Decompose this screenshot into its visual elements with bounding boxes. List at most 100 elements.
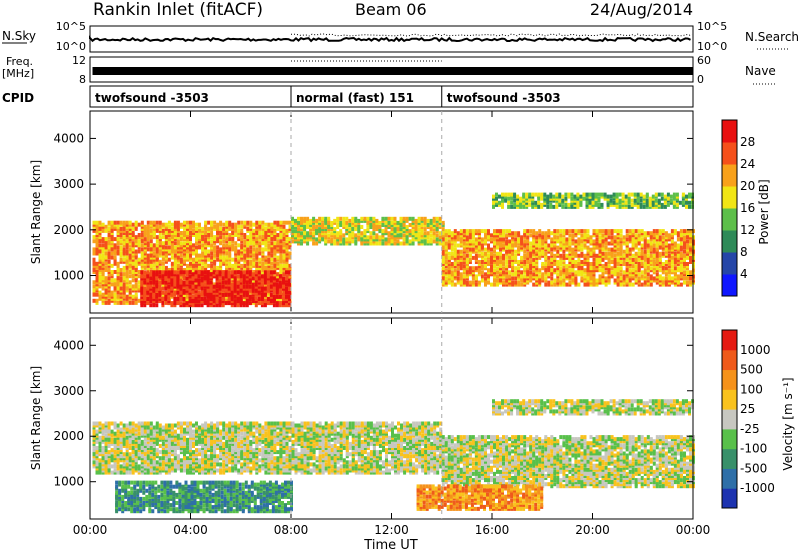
heatmap-cell <box>444 229 448 234</box>
heatmap-cell <box>125 239 129 244</box>
heatmap-cell <box>411 229 415 234</box>
heatmap-cell <box>101 222 105 227</box>
heatmap-cell <box>637 247 641 252</box>
heatmap-cell <box>98 278 102 283</box>
heatmap-cell <box>134 286 138 291</box>
heatmap-cell <box>173 257 177 262</box>
heatmap-cell <box>216 265 220 270</box>
heatmap-cell <box>324 216 328 221</box>
heatmap-cell <box>622 253 626 258</box>
heatmap-cell <box>131 278 135 283</box>
heatmap-cell <box>155 288 159 293</box>
heatmap-cell <box>490 233 493 238</box>
heatmap-cell <box>101 226 105 231</box>
heatmap-cell <box>505 239 509 244</box>
heatmap-cell <box>408 231 412 236</box>
heatmap-cell <box>279 245 283 250</box>
heatmap-cell <box>456 243 460 248</box>
heatmap-cell <box>553 245 557 250</box>
heatmap-cell <box>402 218 406 223</box>
heatmap-cell <box>101 274 105 279</box>
heatmap-cell <box>679 237 683 242</box>
heatmap-cell <box>405 241 409 246</box>
heatmap-cell <box>459 264 463 269</box>
heatmap-cell <box>360 237 364 242</box>
heatmap-cell <box>541 231 545 236</box>
heatmap-cell <box>577 270 581 275</box>
heatmap-cell <box>285 231 289 235</box>
heatmap-cell <box>234 259 238 264</box>
heatmap-cell <box>164 257 168 262</box>
heatmap-cell <box>206 270 210 275</box>
heatmap-cell <box>444 264 448 269</box>
heatmap-cell <box>258 226 262 231</box>
heatmap-cell <box>236 284 240 289</box>
heatmap-cell <box>255 263 259 268</box>
heatmap-cell <box>119 226 123 231</box>
heatmap-cell <box>170 243 174 248</box>
heatmap-cell <box>588 192 592 197</box>
heatmap-cell <box>210 220 214 225</box>
heatmap-cell <box>179 249 183 254</box>
heatmap-cell <box>564 192 568 197</box>
heatmap-cell <box>549 196 553 201</box>
heatmap-cell <box>426 239 430 244</box>
heatmap-cell <box>600 202 604 207</box>
heatmap-cell <box>520 241 524 246</box>
heatmap-cell <box>234 268 238 272</box>
heatmap-cell <box>155 282 159 287</box>
heatmap-cell <box>245 278 249 283</box>
heatmap-cell <box>230 282 234 287</box>
heatmap-cell <box>221 280 225 285</box>
heatmap-cell <box>610 235 614 240</box>
heatmap-cell <box>664 276 668 281</box>
heatmap-cell <box>143 239 147 244</box>
heatmap-cell <box>565 237 569 242</box>
heatmap-cell <box>450 245 454 250</box>
heatmap-cell <box>155 292 159 297</box>
heatmap-cell <box>215 278 219 283</box>
heatmap-cell <box>459 266 463 271</box>
heatmap-cell <box>188 288 192 293</box>
heatmap-cell <box>603 196 607 201</box>
heatmap-cell <box>438 241 442 246</box>
heatmap-cell <box>640 282 644 287</box>
heatmap-cell <box>670 251 674 256</box>
heatmap-cell <box>471 233 475 238</box>
heatmap-cell <box>686 270 689 275</box>
heatmap-cell <box>98 284 102 289</box>
heatmap-cell <box>402 223 406 227</box>
heatmap-cell <box>149 253 153 258</box>
heatmap-cell <box>390 220 394 225</box>
heatmap-cell <box>209 280 213 285</box>
heatmap-cell <box>477 280 481 285</box>
heatmap-cell <box>225 257 229 262</box>
heatmap-cell <box>592 229 596 234</box>
heatmap-cell <box>468 229 472 234</box>
heatmap-cell <box>285 245 289 250</box>
heatmap-cell <box>471 249 475 254</box>
heatmap-cell <box>210 255 214 260</box>
heatmap-cell <box>143 292 147 297</box>
heatmap-cell <box>462 253 466 258</box>
heatmap-cell <box>634 245 638 250</box>
heatmap-cell <box>625 233 629 238</box>
heatmap-cell <box>261 220 265 225</box>
heatmap-cell <box>384 223 388 227</box>
heatmap-cell <box>544 262 548 266</box>
heatmap-cell <box>230 288 234 293</box>
heatmap-cell <box>480 274 484 279</box>
heatmap-cell <box>131 294 135 299</box>
heatmap-cell <box>630 198 634 203</box>
heatmap-cell <box>203 297 207 301</box>
heatmap-cell <box>306 223 310 227</box>
heatmap-cell <box>523 280 527 285</box>
heatmap-cell <box>137 259 141 264</box>
heatmap-cell <box>502 270 505 275</box>
heatmap-cell <box>186 257 189 262</box>
heatmap-cell <box>354 241 358 246</box>
heatmap-cell <box>550 280 554 285</box>
heatmap-cell <box>610 251 614 256</box>
heatmap-cell <box>468 253 472 258</box>
heatmap-cell <box>339 237 343 242</box>
